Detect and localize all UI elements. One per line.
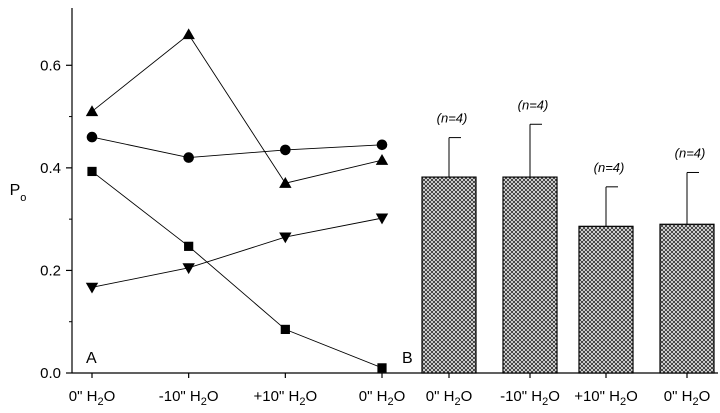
x-category-label: +10" H2O xyxy=(574,388,638,408)
triangle-down-marker xyxy=(182,263,195,275)
bar xyxy=(421,176,477,374)
panel-a-line-chart: 0.0 0.2 0.4 0.6 0" H2O -10" H2O +10" H2O 0" H2… xyxy=(10,8,405,408)
x-category-label: 0" H2O xyxy=(69,388,115,408)
triangle-up-marker xyxy=(182,28,195,40)
panel-b-letter: B xyxy=(402,350,413,367)
square-marker xyxy=(184,241,194,251)
bar xyxy=(578,225,634,374)
circle-marker xyxy=(86,131,98,143)
panel-b-bar-chart: (n=4) (n=4) (n=4) (n=4) 0" H2O -10" H2O +10" … xyxy=(397,97,718,408)
y-axis-title: Po xyxy=(10,182,27,204)
triangle-up-marker xyxy=(85,105,99,117)
triangle-down-marker xyxy=(85,282,99,294)
x-category-label: -10" H2O xyxy=(500,388,560,408)
square-marker xyxy=(377,363,387,373)
triangle-up-marker xyxy=(279,177,292,188)
series-circle xyxy=(86,131,388,163)
x-category-label: 0" H2O xyxy=(426,388,472,408)
square-marker xyxy=(280,324,290,335)
series-line xyxy=(91,171,383,369)
bar xyxy=(659,223,715,374)
x-category-label: +10" H2O xyxy=(254,388,318,408)
series-triangle-down xyxy=(85,213,389,294)
series-square xyxy=(87,166,387,373)
n-label: (n=4) xyxy=(675,145,706,160)
circle-marker xyxy=(280,144,291,156)
circle-marker xyxy=(376,139,388,151)
y-tick-label: 0.6 xyxy=(40,57,61,74)
y-tick-label: 0.2 xyxy=(40,262,61,279)
circle-marker xyxy=(183,152,194,163)
n-label: (n=4) xyxy=(437,111,468,126)
x-category-label: -10" H2O xyxy=(159,388,219,408)
triangle-up-marker xyxy=(375,153,389,165)
panel-a-letter: A xyxy=(86,350,97,367)
y-tick-label: 0.0 xyxy=(40,365,61,382)
n-label: (n=4) xyxy=(518,97,549,112)
series-line xyxy=(91,217,383,288)
series-line xyxy=(91,136,383,159)
triangle-down-marker xyxy=(279,232,292,244)
y-tick-label: 0.4 xyxy=(40,160,61,177)
bar xyxy=(502,176,558,374)
n-label: (n=4) xyxy=(594,160,625,175)
square-marker xyxy=(87,166,97,177)
triangle-down-marker xyxy=(375,213,389,225)
series-triangle-up xyxy=(85,28,389,188)
x-category-label: 0" H2O xyxy=(664,388,710,408)
series-line xyxy=(91,33,383,184)
x-category-label: 0" H2O xyxy=(359,388,405,408)
